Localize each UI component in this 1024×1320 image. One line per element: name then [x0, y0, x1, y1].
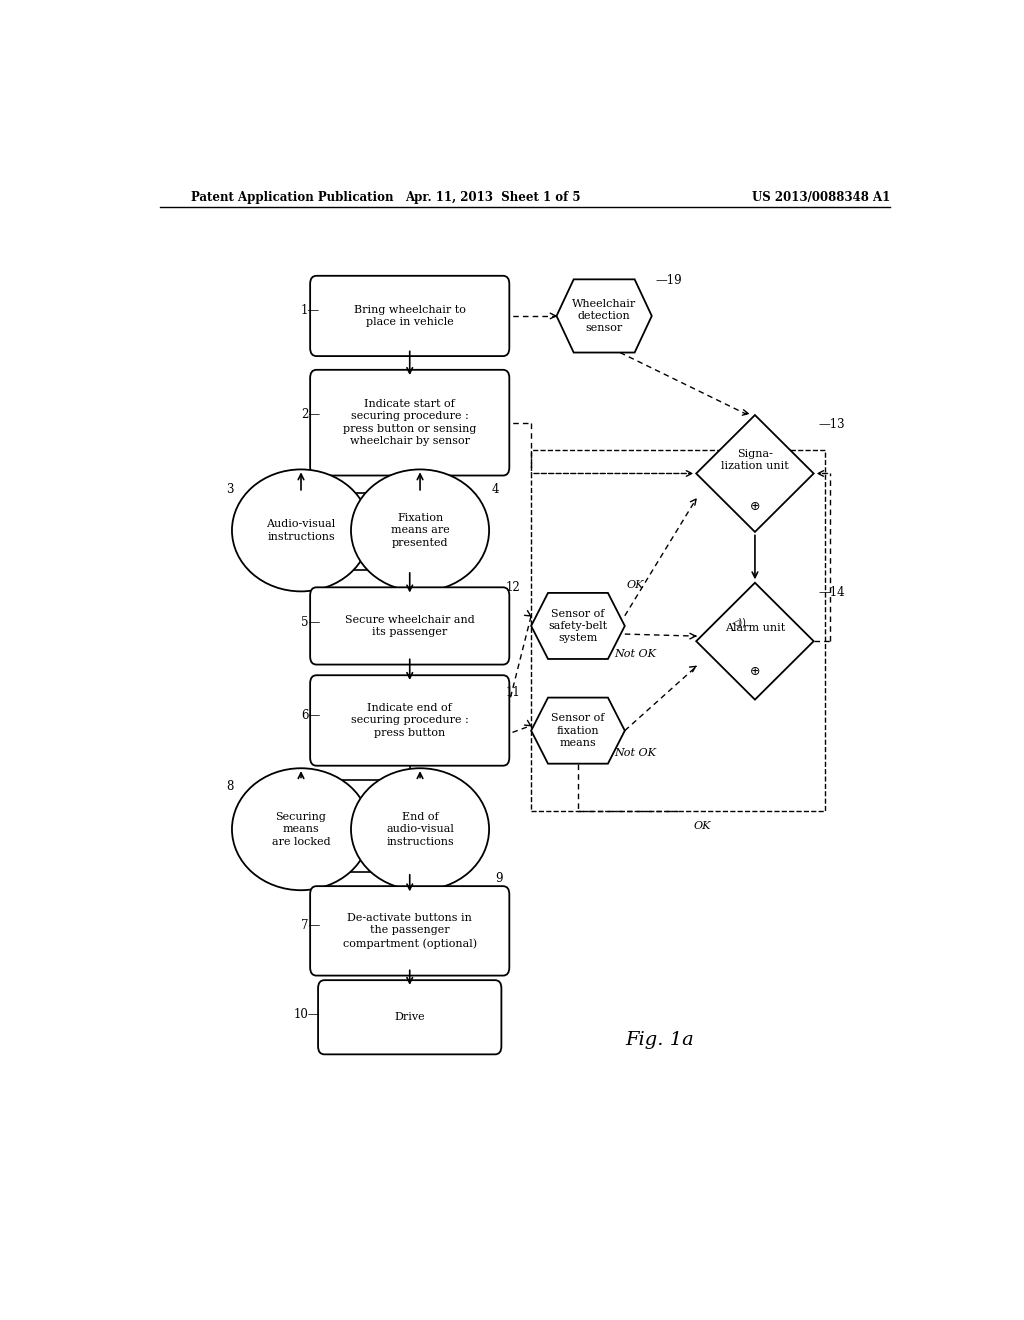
Ellipse shape	[351, 470, 489, 591]
Text: 2—: 2—	[301, 408, 321, 421]
Text: Signa-
lization unit: Signa- lization unit	[721, 449, 788, 471]
FancyBboxPatch shape	[310, 886, 509, 975]
Text: ⊕: ⊕	[750, 665, 760, 678]
FancyBboxPatch shape	[310, 587, 509, 664]
Text: OK: OK	[693, 821, 711, 832]
Text: Fig. 1a: Fig. 1a	[626, 1031, 694, 1048]
Text: Patent Application Publication: Patent Application Publication	[191, 190, 394, 203]
Text: ⊕: ⊕	[750, 499, 760, 512]
Ellipse shape	[232, 470, 370, 591]
Text: 1—: 1—	[301, 305, 321, 317]
Polygon shape	[696, 414, 814, 532]
Text: 3: 3	[226, 483, 233, 496]
Text: 12: 12	[506, 581, 520, 594]
Text: ◁)): ◁))	[731, 618, 746, 628]
Text: 8: 8	[226, 780, 233, 793]
Text: 11: 11	[506, 685, 520, 698]
Text: 7—: 7—	[301, 919, 321, 932]
Text: Indicate end of
securing procedure :
press button: Indicate end of securing procedure : pre…	[351, 704, 469, 738]
Text: Audio-visual
instructions: Audio-visual instructions	[266, 519, 336, 541]
Polygon shape	[531, 593, 625, 659]
Text: US 2013/0088348 A1: US 2013/0088348 A1	[752, 190, 890, 203]
Text: Sensor of
safety-belt
system: Sensor of safety-belt system	[549, 609, 607, 643]
Text: Apr. 11, 2013  Sheet 1 of 5: Apr. 11, 2013 Sheet 1 of 5	[406, 190, 581, 203]
Text: Sensor of
fixation
means: Sensor of fixation means	[551, 713, 604, 748]
Text: —19: —19	[656, 273, 683, 286]
Text: Wheelchair
detection
sensor: Wheelchair detection sensor	[572, 298, 636, 334]
FancyBboxPatch shape	[310, 276, 509, 356]
Text: —14: —14	[818, 586, 845, 599]
Text: Alarm unit: Alarm unit	[725, 623, 785, 634]
Text: Not OK: Not OK	[614, 748, 656, 758]
Text: 4: 4	[492, 483, 499, 496]
Ellipse shape	[351, 768, 489, 890]
Text: Securing
means
are locked: Securing means are locked	[271, 812, 331, 846]
Text: Fixation
means are
presented: Fixation means are presented	[391, 513, 450, 548]
Text: 5—: 5—	[301, 616, 321, 630]
Text: Secure wheelchair and
its passenger: Secure wheelchair and its passenger	[345, 615, 474, 638]
Text: End of
audio-visual
instructions: End of audio-visual instructions	[386, 812, 454, 846]
Text: Drive: Drive	[394, 1012, 425, 1022]
Text: 10—: 10—	[293, 1007, 319, 1020]
Text: De-activate buttons in
the passenger
compartment (optional): De-activate buttons in the passenger com…	[343, 913, 477, 949]
Text: OK: OK	[627, 581, 644, 590]
Text: 6—: 6—	[301, 709, 321, 722]
Text: Bring wheelchair to
place in vehicle: Bring wheelchair to place in vehicle	[353, 305, 466, 327]
Text: Not OK: Not OK	[614, 649, 656, 660]
Text: Indicate start of
securing procedure :
press button or sensing
wheelchair by sen: Indicate start of securing procedure : p…	[343, 399, 476, 446]
FancyBboxPatch shape	[310, 676, 509, 766]
Polygon shape	[696, 582, 814, 700]
Text: —13: —13	[818, 418, 845, 432]
FancyBboxPatch shape	[310, 370, 509, 475]
FancyBboxPatch shape	[318, 981, 502, 1055]
Ellipse shape	[232, 768, 370, 890]
Polygon shape	[531, 697, 625, 764]
Text: 9: 9	[496, 871, 503, 884]
Polygon shape	[557, 280, 651, 352]
